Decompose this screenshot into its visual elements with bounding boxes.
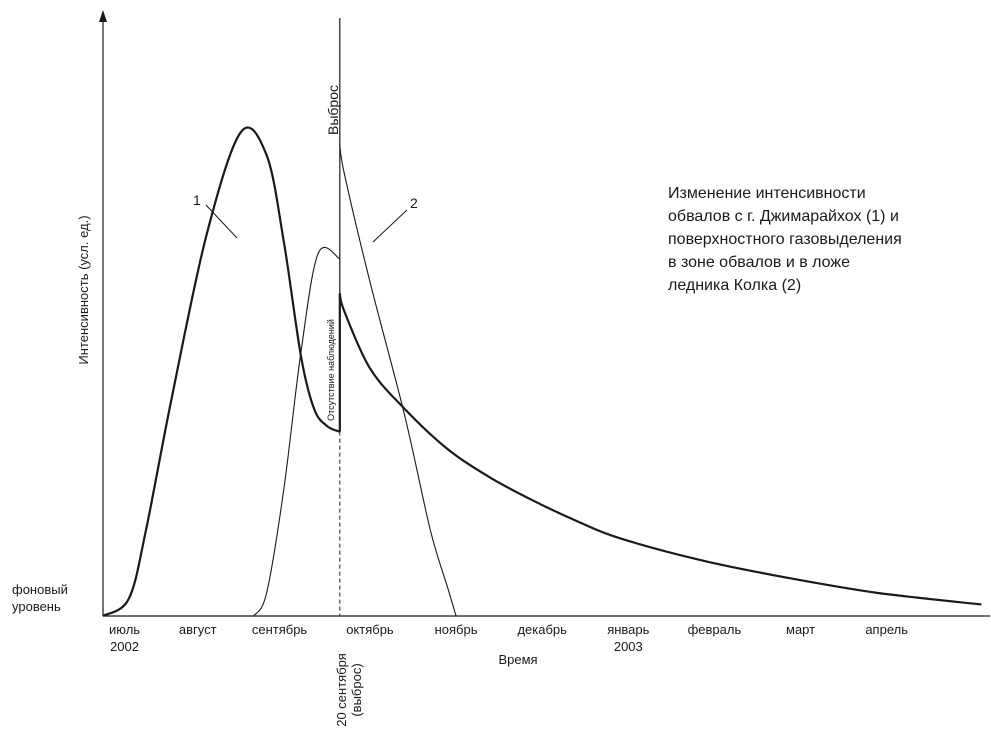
x-tick-year-label: 2002 — [110, 639, 139, 654]
baseline-label-line-2: уровень — [12, 599, 61, 614]
x-tick-label: январь — [607, 622, 649, 637]
series-2-callout: 2 — [410, 195, 418, 211]
series-1-callout: 1 — [193, 192, 201, 208]
x-tick-label: октябрь — [346, 622, 394, 637]
series-1-line-0 — [102, 126, 341, 617]
x-tick-label: март — [786, 622, 815, 637]
event-date-line-2: (выброс) — [349, 663, 364, 716]
x-tick-label: ноябрь — [435, 622, 478, 637]
event-label: Выброс — [325, 85, 341, 135]
title-line-4: в зоне обвалов и в ложе — [668, 254, 850, 271]
title-line-3: поверхностного газовыделения — [668, 231, 902, 248]
event-between-label: Отсутствие наблюдений — [326, 319, 336, 421]
x-tick-label: август — [179, 622, 217, 637]
series-1-leader — [205, 204, 238, 239]
title-line-1: Изменение интенсивности — [668, 185, 866, 202]
x-tick-label: февраль — [688, 622, 742, 637]
baseline-label-line-1: фоновый — [12, 582, 68, 597]
series-2-line-2 — [253, 246, 341, 617]
x-tick-year-label: 2003 — [614, 639, 643, 654]
series-2-leader — [372, 209, 408, 243]
series-1-line-1 — [338, 293, 982, 606]
y-axis-label: Интенсивность (усл. ед.) — [76, 215, 91, 364]
event-date-line-1: 20 сентября — [334, 653, 349, 727]
y-axis-arrow — [99, 10, 107, 22]
series-layer — [102, 126, 982, 617]
x-axis-label: Время — [498, 652, 537, 667]
x-tick-label: апрель — [865, 622, 908, 637]
x-tick-label: сентябрь — [252, 622, 308, 637]
x-tick-label: декабрь — [517, 622, 567, 637]
x-tick-label: июль — [109, 622, 140, 637]
series-2-line-3 — [339, 143, 457, 617]
x-tick-labels: июль 2002 август сентябрь октябрь ноябрь декаб… — [109, 622, 908, 654]
title-line-5: ледника Колка (2) — [668, 277, 801, 294]
title-line-2: обвалов с г. Джимарайхох (1) и — [668, 208, 899, 225]
